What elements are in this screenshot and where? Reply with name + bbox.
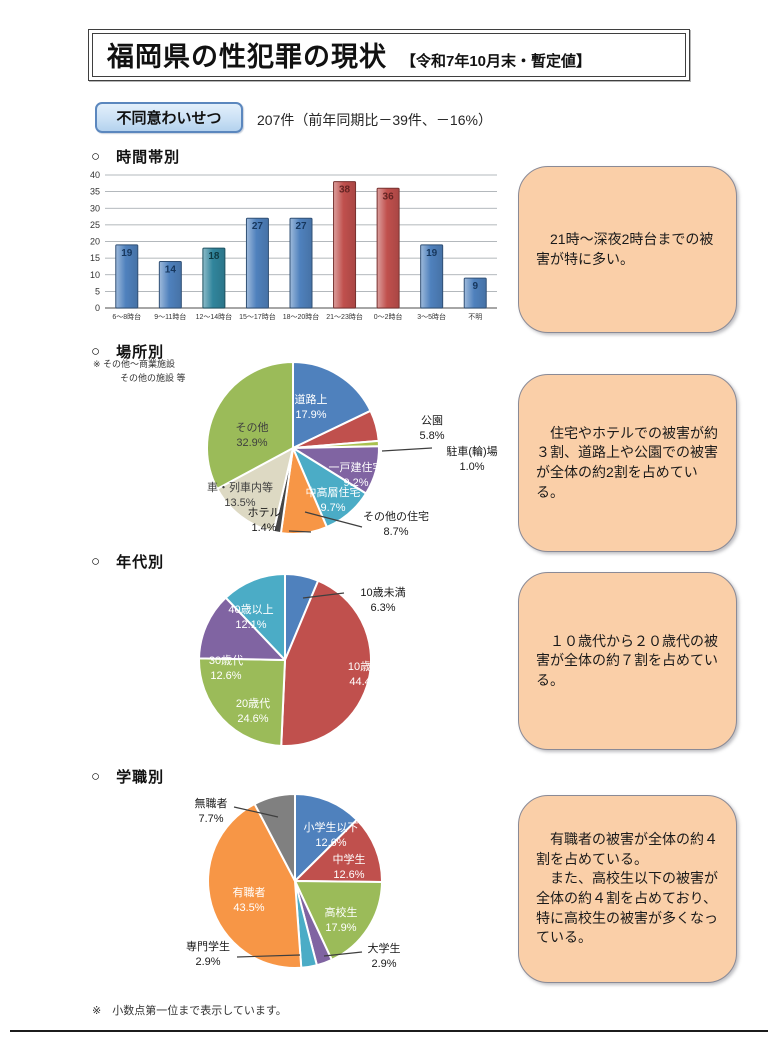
category-badge: 不同意わいせつ bbox=[95, 102, 243, 133]
age-pie-chart: 10歳未満 6.3% 10歳代 44.4% 20歳代 24.6% 30歳代 12.6% 40歳以… bbox=[198, 573, 406, 747]
svg-text:18～20時台: 18～20時台 bbox=[283, 312, 320, 321]
svg-text:不明: 不明 bbox=[468, 313, 482, 321]
svg-text:19: 19 bbox=[121, 248, 133, 259]
section-label: 時間帯別 bbox=[116, 149, 181, 166]
footer-note: ※ 小数点第一位まで表示しています。 bbox=[92, 1005, 287, 1017]
svg-text:10: 10 bbox=[90, 270, 100, 280]
svg-text:36: 36 bbox=[383, 191, 395, 202]
svg-text:0～2時台: 0～2時台 bbox=[374, 312, 403, 321]
callout-location: 住宅やホテルでの被害が約３割、道路上や公園での被害が全体の約2割を占めている。 bbox=[518, 374, 737, 552]
section-marker: ○ bbox=[91, 553, 101, 570]
svg-text:駐車(輪)場1.0%: 駐車(輪)場 1.0% bbox=[446, 444, 497, 473]
location-note: ※ その他～商業施設 その他の施設 等 bbox=[93, 359, 186, 383]
svg-text:27: 27 bbox=[252, 221, 264, 232]
occupation-pie-chart: 小学生以下 12.6% 中学生 12.6% 高校生 17.9% 大学生 2.9% 専門学生 2.9… bbox=[186, 793, 401, 970]
time-bar-chart: 0 5 10 15 20 25 30 35 40 19 6～8時台 14 9～11時台 18 12～14時台… bbox=[90, 170, 497, 321]
svg-text:公園5.8%: 公園 5.8% bbox=[419, 414, 444, 442]
svg-text:18: 18 bbox=[208, 251, 220, 262]
title-frame-inner: 福岡県の性犯罪の現状 【令和7年10月末・暫定値】 bbox=[92, 33, 686, 77]
svg-text:25: 25 bbox=[90, 220, 100, 230]
stat-summary: 207件（前年同期比－39件、－16%） bbox=[257, 112, 492, 128]
callout-age: １０歳代から２０歳代の被害が全体の約７割を占めている。 bbox=[518, 572, 737, 750]
svg-text:14: 14 bbox=[165, 264, 177, 275]
svg-text:9: 9 bbox=[472, 281, 478, 292]
section-label: 年代別 bbox=[116, 554, 165, 571]
svg-text:20: 20 bbox=[90, 237, 100, 247]
section-label: 場所別 bbox=[116, 344, 165, 361]
section-heading-location: ○ 場所別 bbox=[91, 341, 164, 362]
section-heading-time: ○ 時間帯別 bbox=[91, 146, 180, 167]
svg-text:12～14時台: 12～14時台 bbox=[196, 312, 233, 321]
svg-text:35: 35 bbox=[90, 187, 100, 197]
title-frame: 福岡県の性犯罪の現状 【令和7年10月末・暫定値】 bbox=[88, 29, 690, 81]
svg-text:3～5時台: 3～5時台 bbox=[417, 312, 446, 321]
section-marker: ○ bbox=[91, 768, 101, 785]
footer-rule bbox=[10, 1030, 768, 1032]
svg-text:15～17時台: 15～17時台 bbox=[239, 312, 276, 321]
svg-text:6～8時台: 6～8時台 bbox=[112, 312, 141, 321]
svg-text:5: 5 bbox=[95, 286, 100, 296]
svg-text:9～11時台: 9～11時台 bbox=[154, 312, 186, 321]
svg-text:19: 19 bbox=[426, 248, 438, 259]
svg-text:40: 40 bbox=[90, 170, 100, 180]
callout-time: 21時～深夜2時台までの被害が特に多い。 bbox=[518, 166, 737, 333]
section-marker: ○ bbox=[91, 148, 101, 165]
section-label: 学職別 bbox=[116, 769, 165, 786]
callout-occupation: 有職者の被害が全体の約４割を占めている。 また、高校生以下の被害が全体の約４割を… bbox=[518, 795, 737, 983]
svg-text:15: 15 bbox=[90, 253, 100, 263]
svg-text:30: 30 bbox=[90, 203, 100, 213]
section-heading-age: ○ 年代別 bbox=[91, 551, 164, 572]
svg-text:21～23時台: 21～23時台 bbox=[326, 312, 363, 321]
location-pie-chart: 道路上 17.9% 公園 5.8%駐車(輪)場 1.0% 一戸建住宅 9.2%中高層住宅 9.… bbox=[206, 361, 498, 538]
svg-text:38: 38 bbox=[339, 185, 351, 196]
svg-text:0: 0 bbox=[95, 303, 100, 313]
section-marker: ○ bbox=[91, 343, 101, 360]
svg-text:27: 27 bbox=[295, 221, 307, 232]
section-heading-occupation: ○ 学職別 bbox=[91, 766, 164, 787]
page-title: 福岡県の性犯罪の現状 bbox=[107, 42, 387, 72]
page-subtitle: 【令和7年10月末・暫定値】 bbox=[401, 53, 592, 70]
